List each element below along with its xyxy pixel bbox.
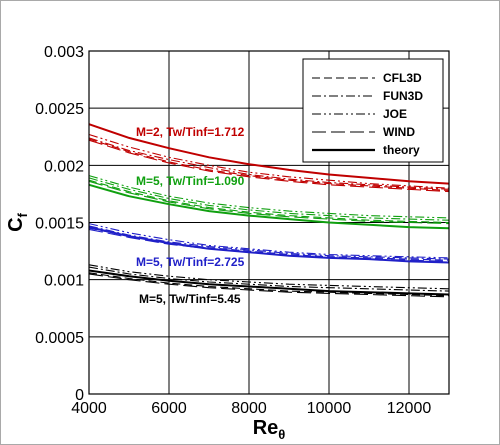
- x-tick-label: 4000: [71, 400, 107, 417]
- x-tick-label: 6000: [151, 400, 187, 417]
- y-axis-label-main: C: [5, 217, 27, 231]
- axis-ticks: 4000 6000 8000 10000 12000 0 0.0005 0.001 0.0015…: [35, 44, 431, 417]
- series-line-theory: [88, 123, 450, 185]
- series-line-fun3d: [88, 266, 450, 292]
- y-tick-label: 0.002: [44, 158, 84, 175]
- x-tick-label: 10000: [307, 400, 352, 417]
- series-line-cfl3d: [88, 138, 450, 192]
- y-tick-label: 0.003: [44, 44, 84, 61]
- series-annotation: M=5, Tw/Tinf=5.45: [139, 292, 241, 306]
- legend-label: CFL3D: [383, 71, 422, 85]
- series-line-wind: [88, 273, 450, 298]
- x-axis-label-main: Re: [253, 417, 279, 439]
- legend-label: WIND: [383, 125, 415, 139]
- series-line-joe: [88, 223, 450, 259]
- series-annotations: M=2, Tw/Tinf=1.712 M=5, Tw/Tinf=1.090 M=5,…: [136, 125, 245, 306]
- series-line-cfl3d: [88, 179, 450, 224]
- series-line-joe: [88, 175, 450, 219]
- plot-border: [88, 50, 450, 395]
- x-tick-label: 12000: [387, 400, 432, 417]
- y-tick-label: 0: [75, 387, 84, 404]
- series-line-fun3d: [88, 225, 450, 260]
- legend-label: JOE: [383, 107, 407, 121]
- series-annotation: M=5, Tw/Tinf=1.090: [136, 174, 245, 188]
- legend-box: [302, 58, 444, 163]
- series-line-theory: [88, 183, 450, 230]
- series-line-theory: [88, 226, 450, 264]
- series-line-joe: [88, 133, 450, 189]
- y-axis-label: Cf: [5, 212, 30, 231]
- y-tick-label: 0.0025: [35, 101, 84, 118]
- series-line-theory: [88, 269, 450, 296]
- y-tick-label: 0.0015: [35, 216, 84, 233]
- y-tick-label: 0.0005: [35, 330, 84, 347]
- series-line-cfl3d: [88, 272, 450, 297]
- y-tick-label: 0.001: [44, 273, 84, 290]
- series-annotation: M=5, Tw/Tinf=2.725: [136, 255, 245, 269]
- series-line-wind: [88, 180, 450, 225]
- y-axis-label-subscript: f: [15, 212, 30, 217]
- series-line-joe: [88, 264, 450, 290]
- legend-label: FUN3D: [383, 89, 423, 103]
- series-line-fun3d: [88, 177, 450, 221]
- series-annotation: M=2, Tw/Tinf=1.712: [136, 125, 245, 139]
- legend: CFL3D FUN3D JOE WIND theory: [302, 58, 444, 163]
- series-line-wind: [88, 139, 450, 193]
- x-axis-label: Reθ: [253, 417, 286, 442]
- x-tick-label: 8000: [231, 400, 267, 417]
- x-axis-label-subscript: θ: [278, 427, 285, 442]
- series-layer: [88, 123, 450, 298]
- legend-label: theory: [383, 143, 420, 157]
